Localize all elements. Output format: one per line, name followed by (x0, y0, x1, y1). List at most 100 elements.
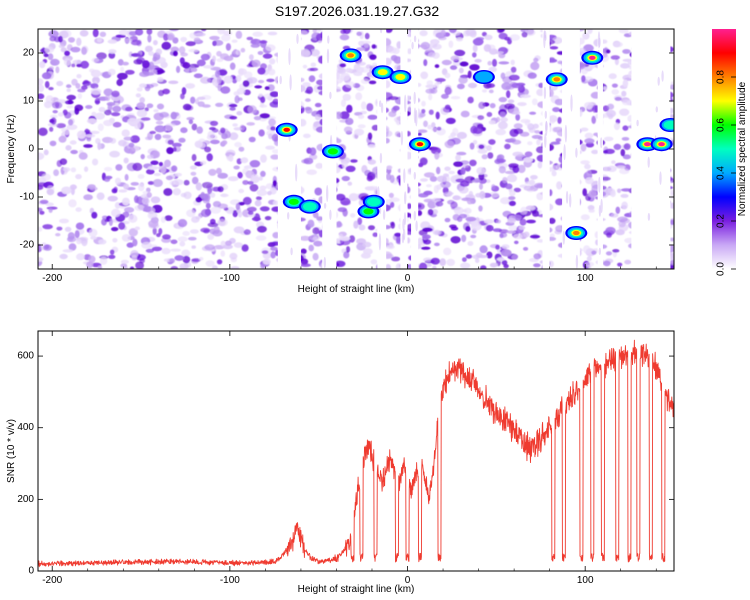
speckle-cell (450, 55, 460, 62)
speckle-cell (148, 51, 155, 56)
speckle-cell (368, 80, 377, 85)
speckle-cell (435, 201, 444, 207)
speckle-cell (555, 138, 562, 143)
speckle-cell (303, 157, 314, 165)
speckle-cell (191, 245, 196, 249)
speckle-cell (210, 206, 221, 214)
speckle-cell (200, 227, 211, 233)
peak-contour (329, 149, 337, 154)
band-streak (379, 152, 383, 164)
speckle-cell (453, 206, 464, 215)
speckle-cell (165, 123, 173, 132)
speckle-cell (174, 172, 182, 177)
speckle-cell (524, 181, 535, 185)
speckle-cell (314, 102, 322, 108)
speckle-cell (450, 236, 461, 244)
speckle-cell (498, 166, 506, 174)
speckle-cell (48, 66, 54, 71)
speckle-cell (591, 115, 596, 124)
speckle-cell (174, 255, 185, 261)
speckle-cell (434, 64, 440, 68)
speckle-cell (47, 53, 54, 61)
speckle-cell (618, 220, 626, 228)
speckle-cell (465, 254, 473, 259)
speckle-cell (111, 90, 120, 98)
band-streak (329, 209, 332, 220)
speckle-cell (69, 140, 77, 145)
speckle-cell (177, 219, 188, 228)
speckle-cell (81, 238, 88, 247)
colorbar-tick-label: 0.2 (716, 214, 727, 228)
band-streak (382, 209, 386, 220)
spectral-peak (275, 122, 298, 137)
speckle-cell (111, 208, 121, 218)
speckle-cell (170, 239, 178, 245)
speckle-cell (221, 193, 227, 197)
speckle-cell (41, 72, 52, 80)
speckle-cell (188, 236, 197, 241)
speckle-cell (461, 234, 467, 243)
speckle-cell (450, 201, 458, 209)
speckle-cell (602, 53, 608, 58)
speckle-cell (487, 152, 494, 159)
speckle-cell (367, 144, 376, 148)
speckle-cell (162, 88, 171, 95)
speckle-cell (163, 188, 173, 196)
snr-background (38, 331, 674, 571)
speckle-cell (519, 94, 531, 99)
speckle-cell (458, 67, 464, 74)
speckle-cell (497, 29, 505, 33)
speckle-cell (189, 165, 197, 170)
speckle-cell (264, 216, 272, 221)
spectral-peak (659, 118, 674, 132)
speckle-cell (168, 80, 179, 85)
speckle-cell (267, 31, 278, 36)
speckle-cell (195, 182, 202, 191)
speckle-cell (156, 233, 161, 238)
speckle-cell (208, 168, 217, 176)
speckle-cell (622, 49, 631, 54)
speckle-cell (64, 129, 70, 136)
speckle-cell (216, 58, 224, 62)
speckle-cell (336, 221, 342, 228)
speckle-cell (235, 30, 243, 39)
spectrogram-x-axis-label: Height of straight line (km) (298, 284, 415, 295)
speckle-cell (620, 148, 626, 157)
speckle-cell (532, 123, 539, 129)
speckle-cell (139, 97, 145, 104)
speckle-cell (170, 248, 182, 252)
speckle-cell (268, 68, 276, 76)
speckle-cell (70, 46, 81, 53)
speckle-cell (299, 235, 311, 241)
speckle-cell (421, 100, 426, 107)
speckle-cell (211, 265, 218, 269)
speckle-cell (59, 158, 68, 165)
speckle-cell (459, 180, 470, 187)
speckle-cell (478, 144, 485, 150)
speckle-cell (622, 154, 632, 160)
speckle-cell (107, 39, 118, 44)
speckle-cell (182, 62, 191, 69)
speckle-cell (158, 228, 163, 235)
speckle-cell (357, 124, 366, 129)
speckle-cell (495, 244, 500, 250)
speckle-cell (186, 209, 196, 218)
speckle-cell (151, 246, 163, 252)
speckle-cell (498, 32, 508, 40)
colorbar-label: Normalized spectral amplitude (737, 81, 748, 216)
spectrogram-y-axis-label: Frequency (Hz) (6, 115, 17, 184)
speckle-cell (160, 216, 166, 223)
speckle-cell (120, 263, 128, 268)
speckle-cell (45, 202, 54, 207)
speckle-cell (80, 60, 89, 69)
speckle-cell (236, 111, 243, 116)
y-tick-label: -10 (20, 192, 35, 203)
speckle-cell (146, 103, 154, 109)
speckle-cell (86, 137, 92, 142)
speckle-cell (425, 84, 437, 89)
speckle-cell (66, 124, 78, 130)
speckle-cell (511, 82, 522, 89)
speckle-cell (481, 31, 487, 37)
speckle-cell (200, 76, 211, 84)
speckle-cell (115, 177, 121, 185)
